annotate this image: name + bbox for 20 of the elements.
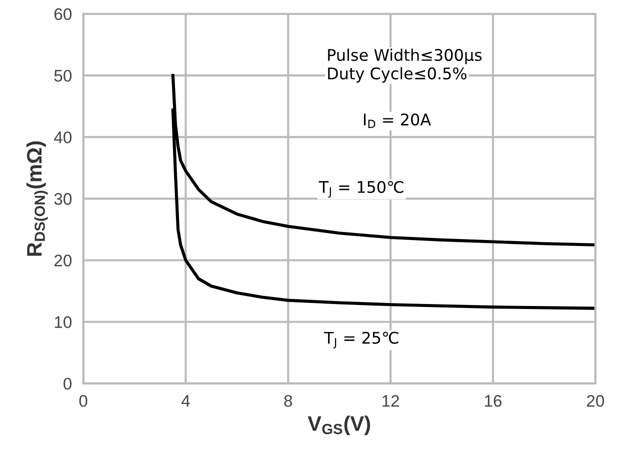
annotation: T$_{J}$ = 25℃ bbox=[324, 332, 398, 348]
x-tick-label: 8 bbox=[284, 395, 292, 407]
annotation: T$_{J}$ = 150℃ bbox=[318, 180, 404, 198]
x-tick-label: 12 bbox=[382, 395, 399, 407]
y-tick-label: 10 bbox=[54, 316, 72, 328]
annotation: Duty Cycle≤0.5% bbox=[328, 67, 466, 83]
annotation: I$_{D}$ = 20A bbox=[364, 113, 431, 128]
x-tick-label: 0 bbox=[79, 395, 88, 407]
x-axis-title: V$_{GS}$(V) bbox=[308, 416, 370, 436]
annotation: Pulse Width≤300μs bbox=[328, 48, 482, 64]
x-tick-label: 16 bbox=[484, 395, 502, 407]
x-tick-label: 20 bbox=[586, 395, 604, 407]
y-tick-label: 50 bbox=[54, 70, 72, 82]
y-tick-label: 0 bbox=[64, 378, 72, 390]
x-tick-label: 4 bbox=[181, 395, 190, 407]
y-tick-label: 40 bbox=[54, 131, 72, 144]
y-axis-title: R$_{DS(ON)}$(mΩ) bbox=[26, 141, 48, 256]
y-tick-label: 30 bbox=[54, 193, 72, 205]
y-tick-label: 60 bbox=[54, 8, 72, 20]
y-tick-label: 20 bbox=[54, 254, 72, 266]
